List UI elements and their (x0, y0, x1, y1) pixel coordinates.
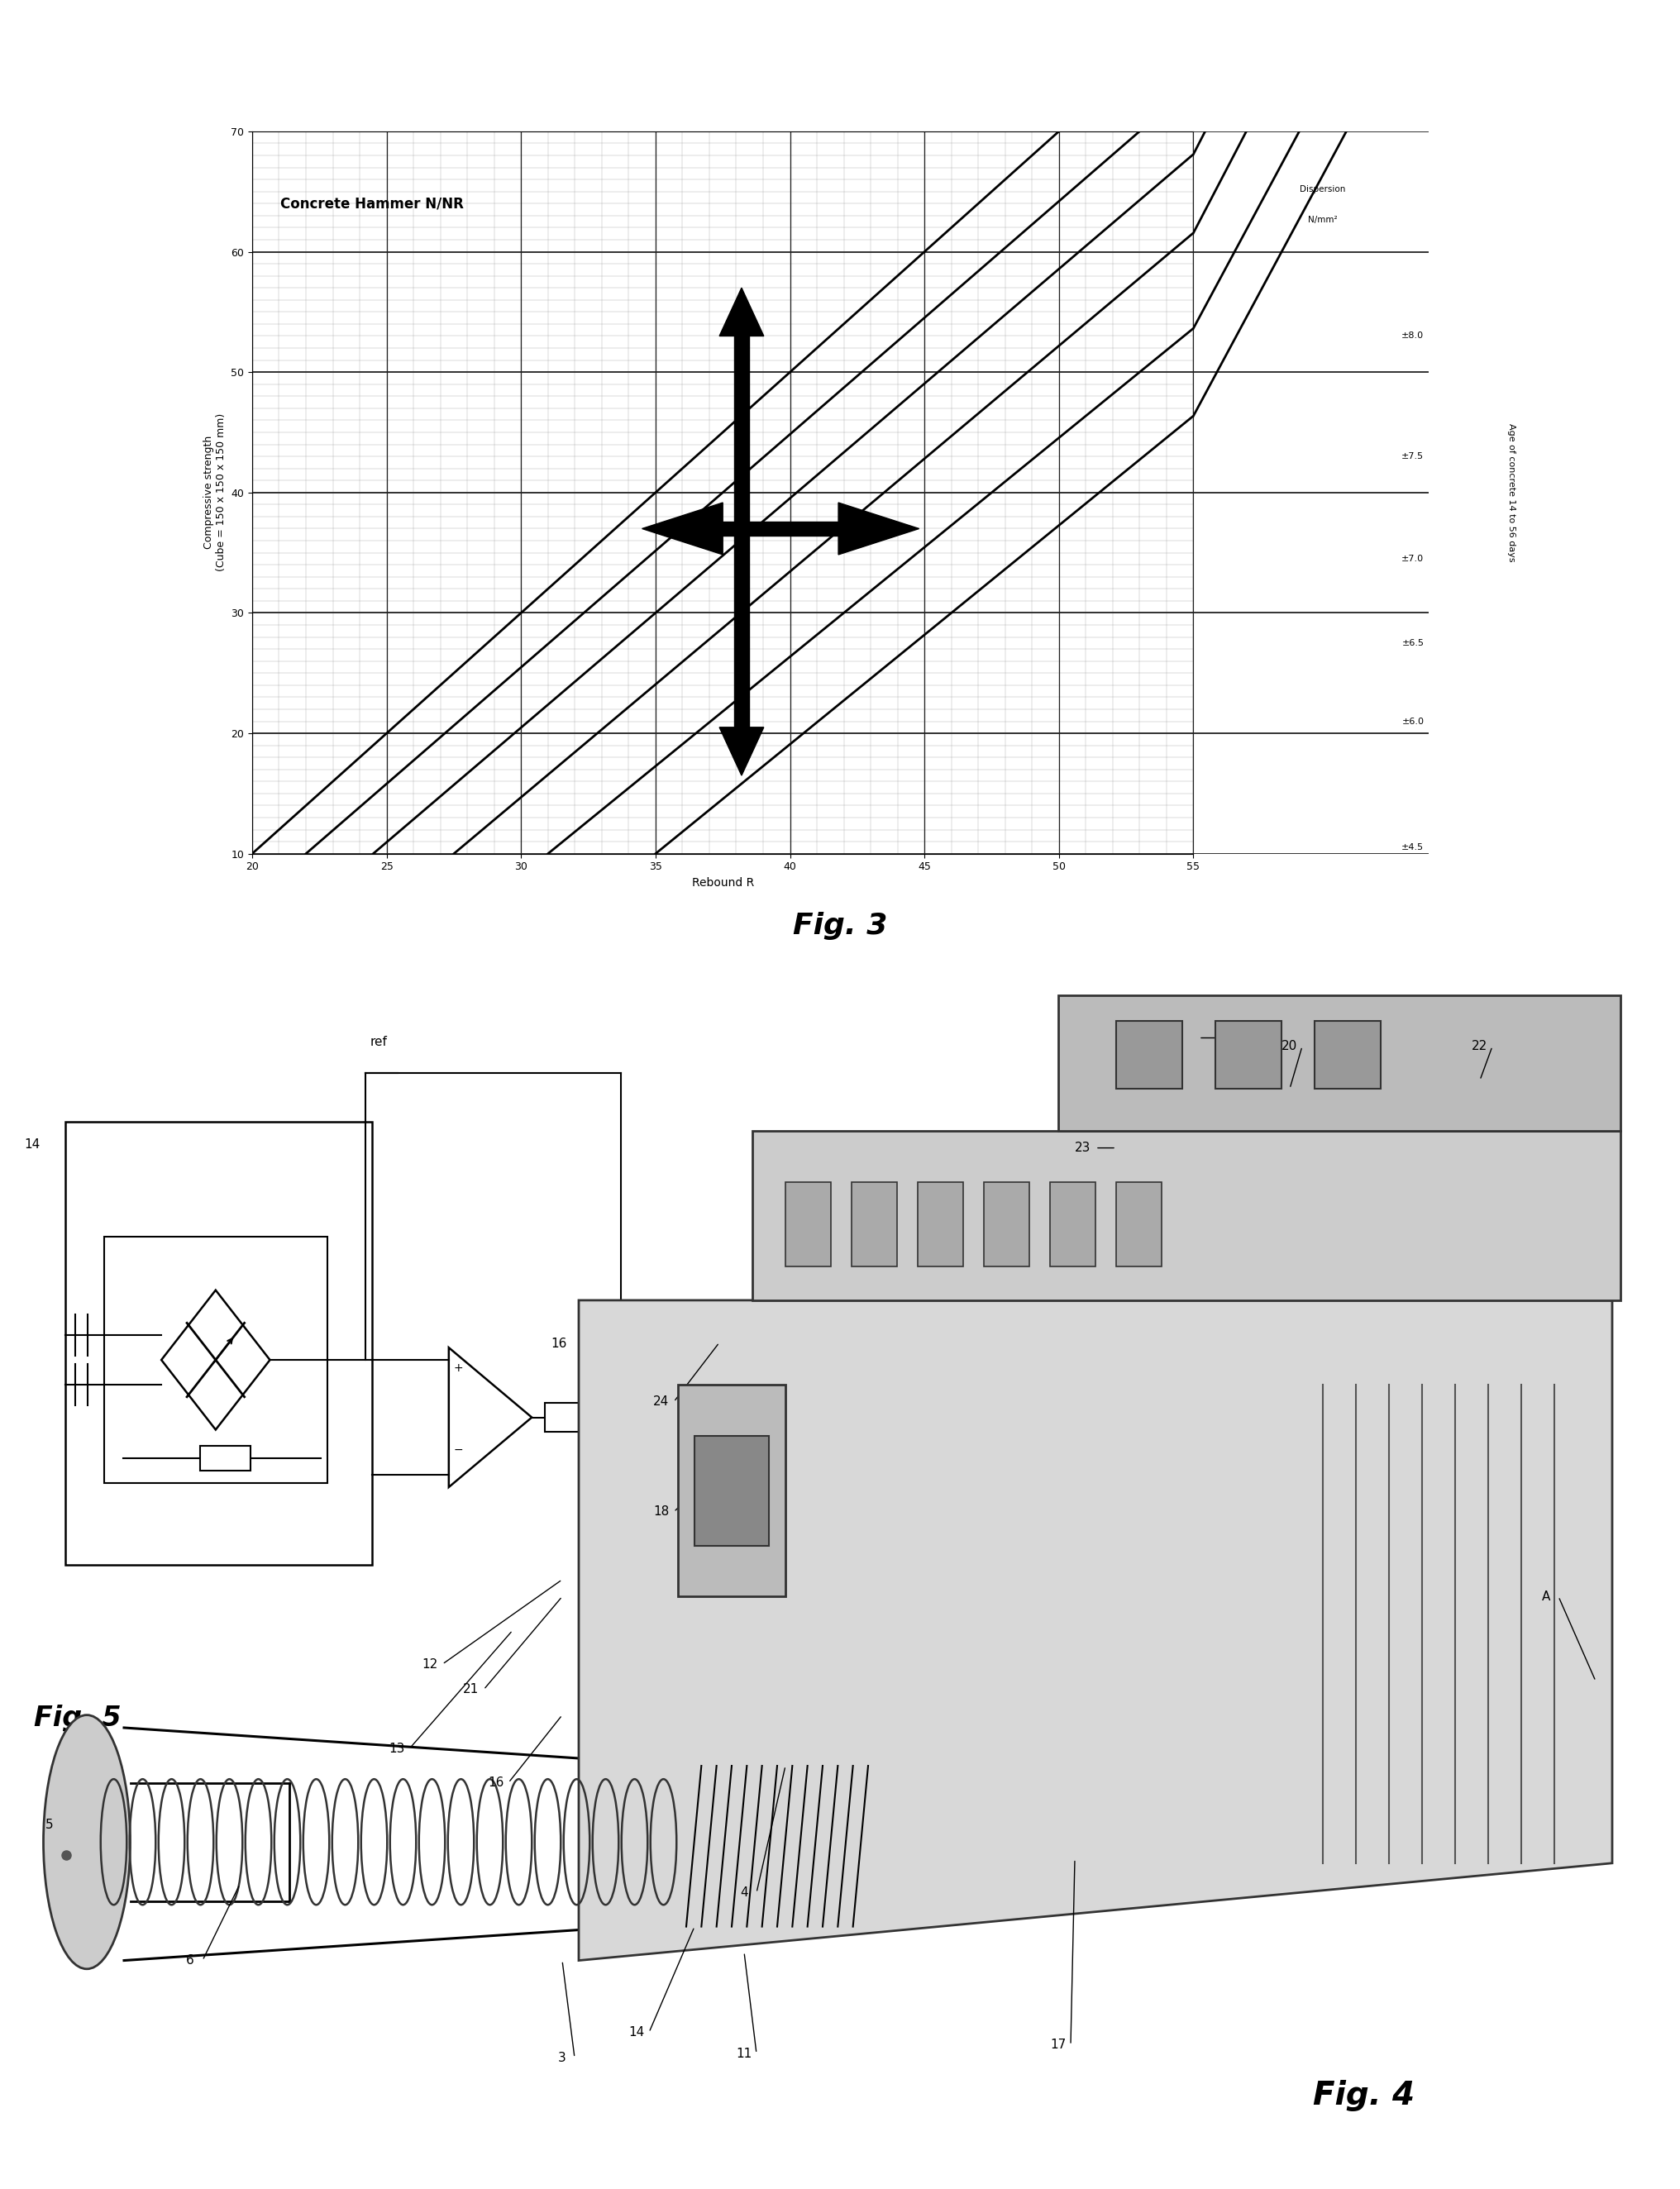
X-axis label: Rebound R: Rebound R (690, 878, 754, 889)
Bar (1215, 1020, 1280, 1088)
Text: 22: 22 (1472, 1040, 1487, 1053)
Y-axis label: Compressive strength
(Cube = 150 x 150 x 150 mm): Compressive strength (Cube = 150 x 150 x… (203, 414, 227, 571)
Polygon shape (719, 727, 763, 775)
Text: 17: 17 (1050, 2038, 1065, 2051)
Text: ±7.5: ±7.5 (1401, 453, 1423, 460)
Text: 14: 14 (628, 2027, 643, 2038)
Text: 13: 13 (388, 1742, 405, 1756)
Polygon shape (642, 503, 722, 554)
Bar (917, 1182, 963, 1267)
Text: +: + (454, 1362, 464, 1375)
Text: Fig. 5: Fig. 5 (34, 1705, 121, 1731)
Polygon shape (677, 1386, 785, 1596)
Text: Fig. 3: Fig. 3 (793, 913, 887, 939)
Bar (1314, 1020, 1379, 1088)
Polygon shape (719, 289, 763, 337)
Text: ±7.0: ±7.0 (1401, 554, 1423, 563)
Text: 16: 16 (487, 1777, 504, 1788)
Text: ±6.5: ±6.5 (1401, 639, 1423, 648)
Text: −: − (454, 1445, 464, 1456)
Text: 16: 16 (551, 1337, 566, 1351)
Text: 3: 3 (558, 2051, 566, 2064)
Text: 12: 12 (422, 1657, 438, 1670)
Text: 24: 24 (654, 1397, 669, 1408)
Text: Dispersion: Dispersion (1299, 186, 1346, 195)
Text: ±8.0: ±8.0 (1401, 333, 1423, 339)
Polygon shape (578, 1300, 1611, 1961)
Bar (1116, 1020, 1181, 1088)
Text: 6: 6 (186, 1955, 195, 1966)
Bar (785, 1182, 830, 1267)
Text: 18: 18 (654, 1506, 669, 1517)
Bar (200, 1447, 250, 1471)
Text: 11: 11 (736, 2047, 751, 2060)
Bar (1116, 1182, 1161, 1267)
Bar (1050, 1182, 1095, 1267)
Polygon shape (1058, 996, 1620, 1132)
Polygon shape (838, 503, 919, 554)
Polygon shape (753, 1132, 1620, 1300)
Text: Age of concrete 14 to 56 days: Age of concrete 14 to 56 days (1507, 422, 1514, 563)
Text: 21: 21 (464, 1683, 479, 1696)
Text: 19: 19 (1223, 1031, 1240, 1044)
Text: 5: 5 (45, 1819, 54, 1832)
Text: Concrete Hammer N/NR: Concrete Hammer N/NR (281, 197, 464, 210)
Bar (983, 1182, 1028, 1267)
Text: 23: 23 (1075, 1143, 1090, 1154)
Ellipse shape (44, 1714, 129, 1968)
Text: ±4.5: ±4.5 (1401, 843, 1423, 852)
Text: ±6.0: ±6.0 (1401, 718, 1423, 725)
Text: ref: ref (370, 1035, 386, 1049)
Polygon shape (694, 1436, 768, 1545)
Bar (66, 1121, 371, 1565)
Text: A: A (1541, 1591, 1549, 1602)
Text: N/mm²: N/mm² (1307, 217, 1337, 223)
Bar (852, 1182, 897, 1267)
Text: Fig. 4: Fig. 4 (1312, 2080, 1415, 2112)
Text: 4: 4 (739, 1887, 748, 1898)
Bar (544, 1403, 595, 1432)
Text: 14: 14 (24, 1138, 40, 1151)
Text: 20: 20 (1282, 1040, 1297, 1053)
Bar (104, 1237, 328, 1484)
